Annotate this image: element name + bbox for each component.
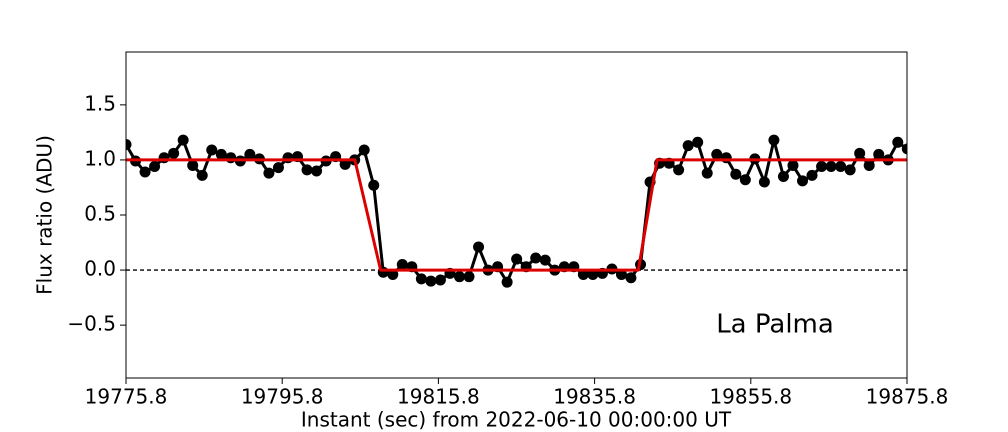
marker — [701, 167, 713, 179]
marker — [511, 253, 523, 265]
marker — [215, 148, 227, 160]
marker — [501, 276, 513, 288]
marker — [453, 271, 465, 283]
marker — [206, 144, 218, 156]
x-tick-label: 19775.8 — [85, 385, 168, 409]
marker — [368, 179, 380, 191]
marker — [196, 169, 208, 181]
marker — [720, 152, 732, 164]
marker — [863, 159, 875, 171]
marker — [730, 168, 742, 180]
series-line — [126, 158, 907, 272]
y-tick-label: 1.5 — [84, 91, 116, 115]
marker — [873, 148, 885, 160]
marker — [768, 134, 780, 146]
marker — [587, 268, 599, 280]
marker — [434, 274, 446, 286]
marker — [711, 148, 723, 160]
marker — [149, 161, 161, 173]
marker — [615, 268, 627, 280]
marker — [901, 143, 907, 155]
marker — [463, 271, 475, 283]
marker — [311, 165, 323, 177]
y-tick-label: 1.0 — [84, 146, 116, 170]
marker — [806, 169, 818, 181]
x-tick-label: 19815.8 — [397, 385, 480, 409]
marker — [126, 139, 132, 151]
marker — [539, 254, 551, 266]
marker — [577, 268, 589, 280]
marker — [816, 161, 828, 173]
marker — [787, 159, 799, 171]
marker — [387, 268, 399, 280]
marker — [797, 175, 809, 187]
marker — [777, 170, 789, 182]
marker — [854, 147, 866, 159]
plot-frame — [125, 51, 908, 379]
marker — [682, 140, 694, 152]
marker — [263, 167, 275, 179]
marker — [530, 252, 542, 264]
x-tick-label: 19875.8 — [866, 385, 949, 409]
marker — [187, 159, 199, 171]
y-tick-label: 0.5 — [84, 202, 116, 226]
marker — [844, 164, 856, 176]
marker — [282, 152, 294, 164]
x-tick-label: 19795.8 — [241, 385, 324, 409]
marker — [835, 161, 847, 173]
marker — [825, 161, 837, 173]
marker — [339, 158, 351, 170]
marker — [358, 144, 370, 156]
marker — [272, 162, 284, 174]
marker — [168, 147, 180, 159]
y-tick-label: −0.5 — [67, 312, 116, 336]
marker — [673, 164, 685, 176]
marker — [139, 166, 151, 178]
x-axis-label: Instant (sec) from 2022-06-10 00:00:00 U… — [301, 408, 732, 432]
marker — [301, 164, 313, 176]
annotation: La Palma — [716, 310, 834, 340]
y-tick-label: 0.0 — [84, 257, 116, 281]
x-tick-label: 19835.8 — [553, 385, 636, 409]
marker — [415, 273, 427, 285]
marker — [244, 148, 256, 160]
marker — [892, 136, 904, 148]
marker — [425, 275, 437, 287]
x-tick-label: 19855.8 — [709, 385, 792, 409]
marker — [396, 259, 408, 271]
plot-area — [126, 134, 907, 288]
marker — [225, 152, 237, 164]
marker — [158, 152, 170, 164]
marker — [692, 136, 704, 148]
y-axis-label: Flux ratio (ADU) — [33, 135, 57, 295]
marker — [739, 174, 751, 186]
marker — [473, 241, 485, 253]
marker — [625, 272, 637, 284]
marker — [758, 176, 770, 188]
marker — [177, 134, 189, 146]
